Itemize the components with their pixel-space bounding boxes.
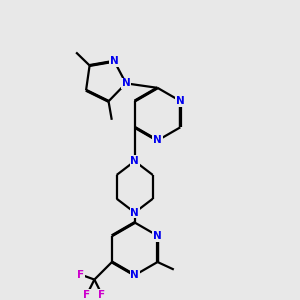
Text: F: F (83, 290, 90, 300)
Text: N: N (130, 156, 139, 166)
Text: F: F (77, 270, 84, 280)
Text: N: N (130, 270, 139, 280)
Text: F: F (98, 290, 106, 300)
Text: N: N (153, 136, 162, 146)
Text: N: N (130, 208, 139, 218)
Text: N: N (153, 231, 162, 241)
Text: N: N (110, 56, 118, 66)
Text: N: N (122, 78, 130, 88)
Text: N: N (176, 96, 185, 106)
